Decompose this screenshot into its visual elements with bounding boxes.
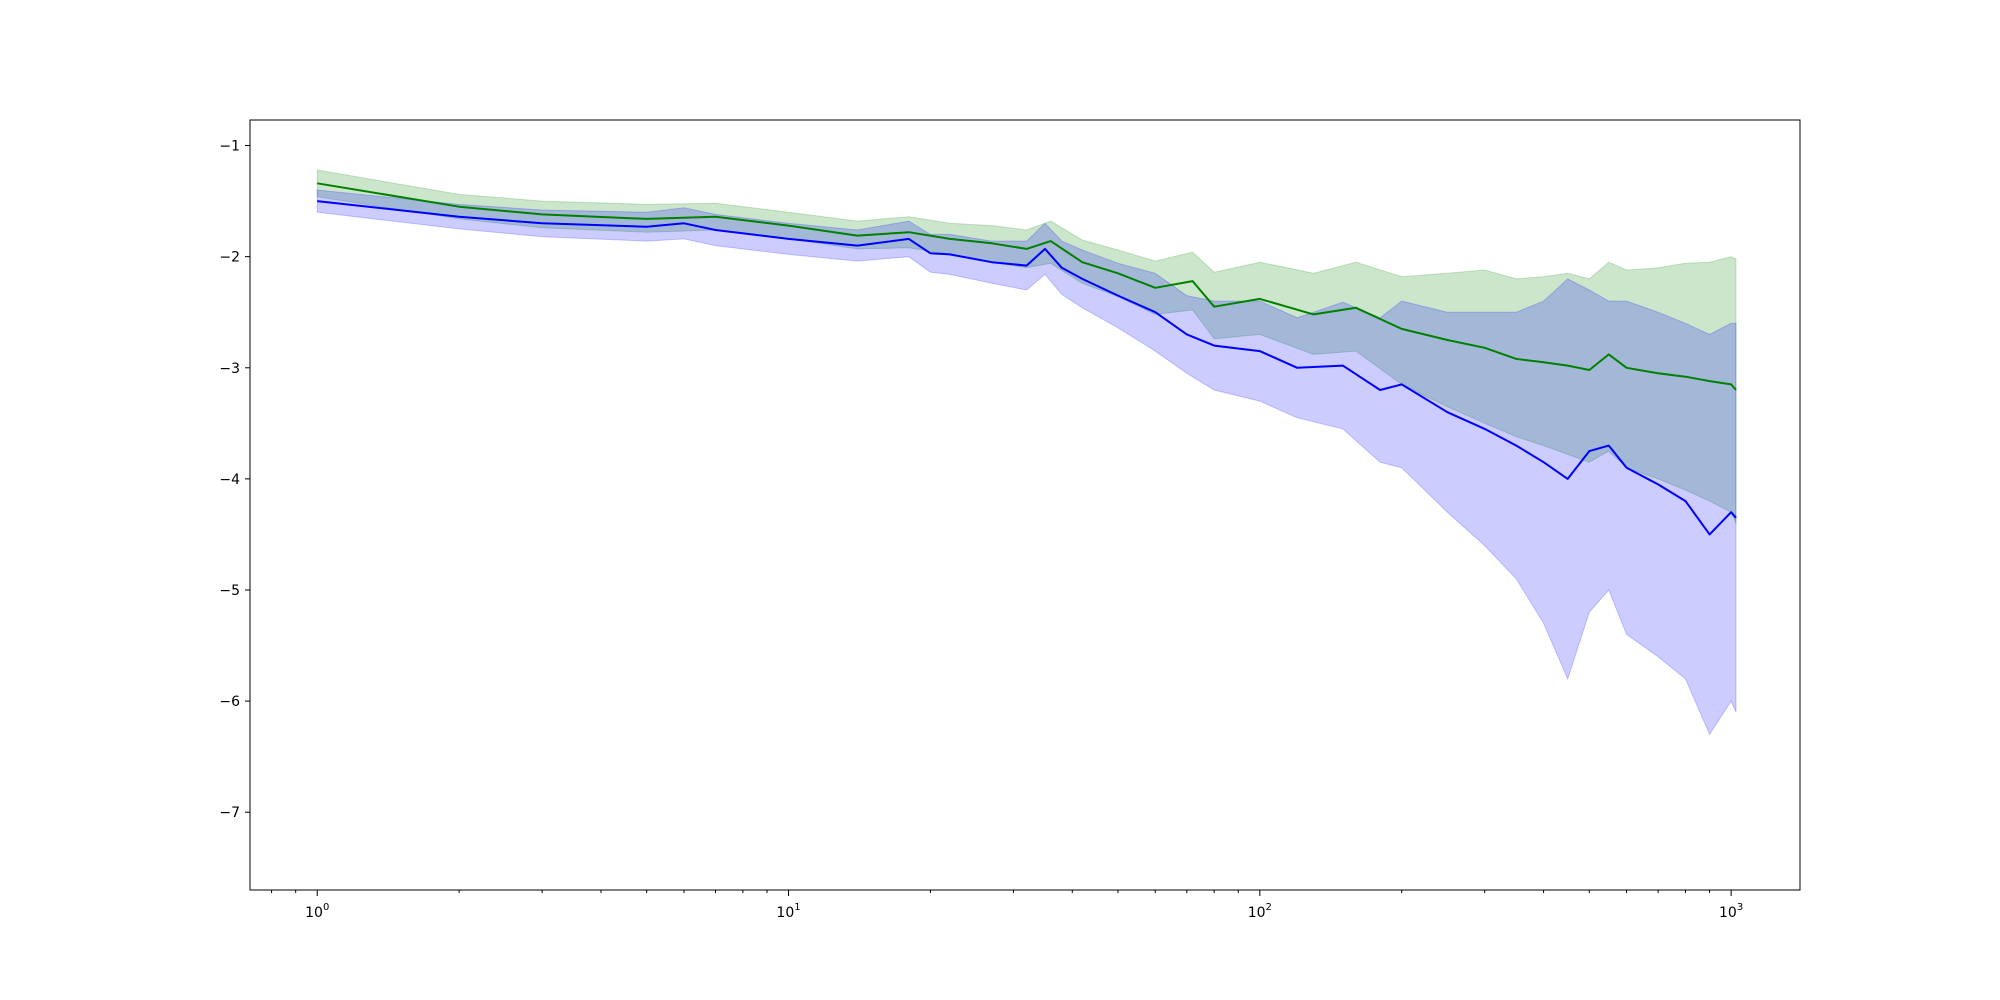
y-tick-label: −5 <box>219 583 240 599</box>
y-tick-label: −3 <box>219 361 240 377</box>
x-tick-label: 102 <box>1248 902 1272 921</box>
plot-area <box>316 169 1737 736</box>
series-line-0 <box>317 182 1737 391</box>
y-tick-label: −1 <box>219 139 240 155</box>
series-band-1 <box>316 189 1737 736</box>
y-tick-label: −2 <box>219 250 240 266</box>
axes-frame <box>249 119 1801 891</box>
y-tick-label: −4 <box>219 472 240 488</box>
x-axis: 100 101 102 103 <box>271 890 1743 921</box>
y-axis: −1 −2 −3 −4 −5 −6 −7 <box>219 139 250 821</box>
y-tick-label: −7 <box>219 805 240 821</box>
x-tick-label: 103 <box>1719 902 1743 921</box>
series-band-0 <box>316 169 1737 524</box>
series-line-1 <box>317 200 1737 536</box>
y-tick-label: −6 <box>219 694 240 710</box>
x-tick-label: 100 <box>305 902 329 921</box>
x-tick-label: 101 <box>776 902 800 921</box>
